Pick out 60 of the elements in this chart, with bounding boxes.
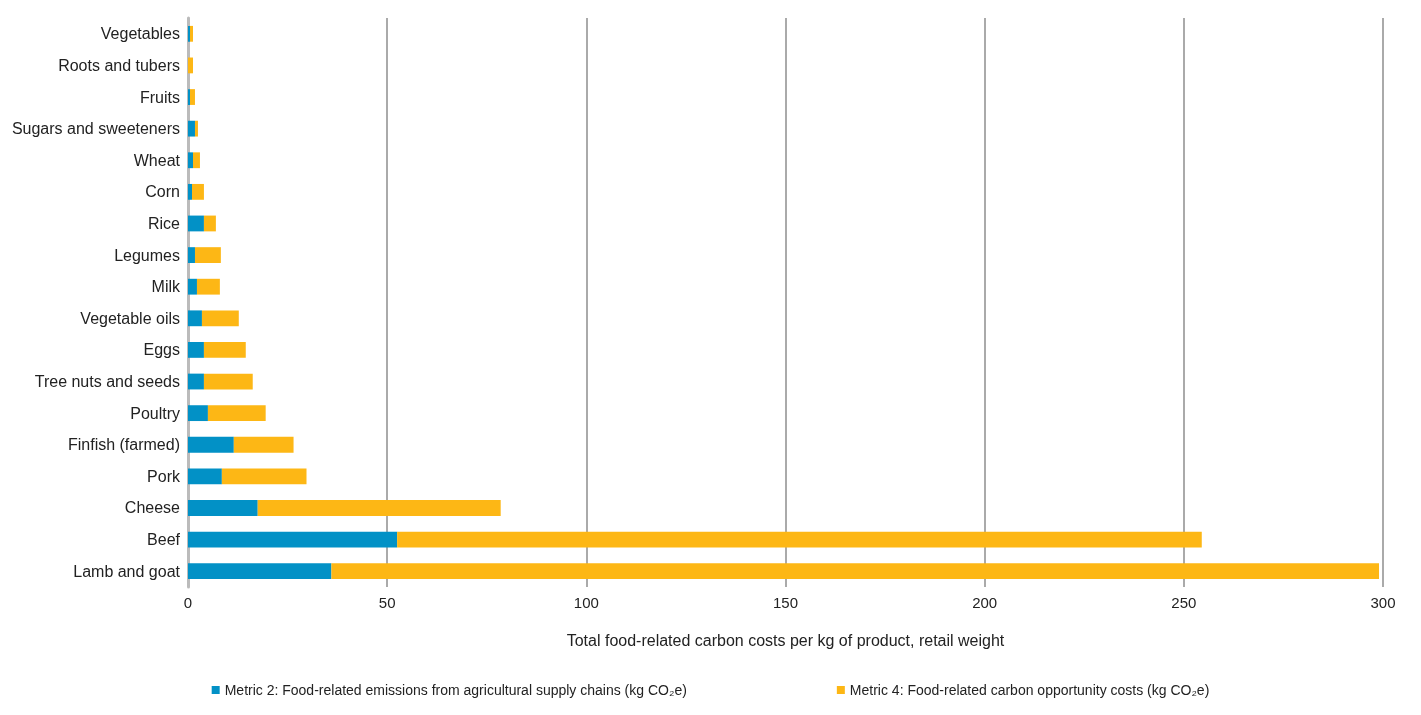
y-tick-label: Beef [147,531,181,549]
y-tick-label: Wheat [133,151,181,169]
bar [203,342,246,358]
y-tick-label: Legumes [114,246,180,264]
bar [203,373,253,390]
bar [192,152,200,169]
bar [188,500,258,516]
x-tick-label: 200 [972,594,998,611]
legend-label: Metric 4: Food-related carbon opportunity costs (kg CO₂e) [849,682,1210,698]
y-tick-label: Poultry [130,404,180,422]
y-tick-label: Finfish (farmed) [67,436,180,454]
bar [188,342,204,358]
bar [188,563,332,580]
legend-label: Metric 2: Food-related emissions from agricultural supply chains (kg CO₂e) [224,682,687,698]
bar [191,183,204,200]
x-tick-label: 250 [1171,594,1197,611]
bar [188,152,193,169]
y-tick-label: Vegetables [100,25,180,43]
bar [331,563,1380,580]
bar [194,120,198,137]
y-tick-label: Vegetable oils [80,309,180,327]
bar [188,215,204,232]
y-tick-label: Sugars and sweeteners [11,120,180,138]
bar [203,215,216,232]
bar [201,310,239,327]
bar [189,89,195,105]
x-tick-label: 0 [183,594,193,611]
bar [188,310,202,327]
y-tick-label: Tree nuts and seeds [34,373,180,391]
x-tick-label: 100 [573,594,599,611]
y-tick-label: Corn [145,183,180,201]
bar [221,468,307,485]
y-tick-label: Rice [147,214,181,232]
y-tick-label: Eggs [143,341,180,359]
y-tick-label: Pork [147,467,181,485]
x-axis-title: Total food-related carbon costs per kg of product, retail weight [566,631,1005,649]
y-tick-label: Fruits [140,88,180,106]
y-tick-label: Roots and tubers [58,56,180,74]
x-tick-label: 150 [772,594,799,611]
bar [188,57,193,74]
bar [188,373,204,390]
bar [194,247,221,263]
y-tick-label: Milk [151,278,181,296]
bar [188,531,398,548]
bar [188,278,197,295]
bar [188,120,195,137]
bar [188,247,195,263]
bar [196,278,220,295]
bar [397,531,1202,548]
bar [207,405,266,422]
y-tick-label: Lamb and goat [73,562,181,580]
bar [188,405,208,422]
bar [257,500,501,516]
x-tick-label: 300 [1370,594,1396,611]
x-tick-label: 50 [378,594,396,611]
bar [233,436,294,453]
bar [188,436,234,453]
bar [188,183,192,200]
y-tick-label: Cheese [124,499,181,517]
bar [188,468,222,485]
